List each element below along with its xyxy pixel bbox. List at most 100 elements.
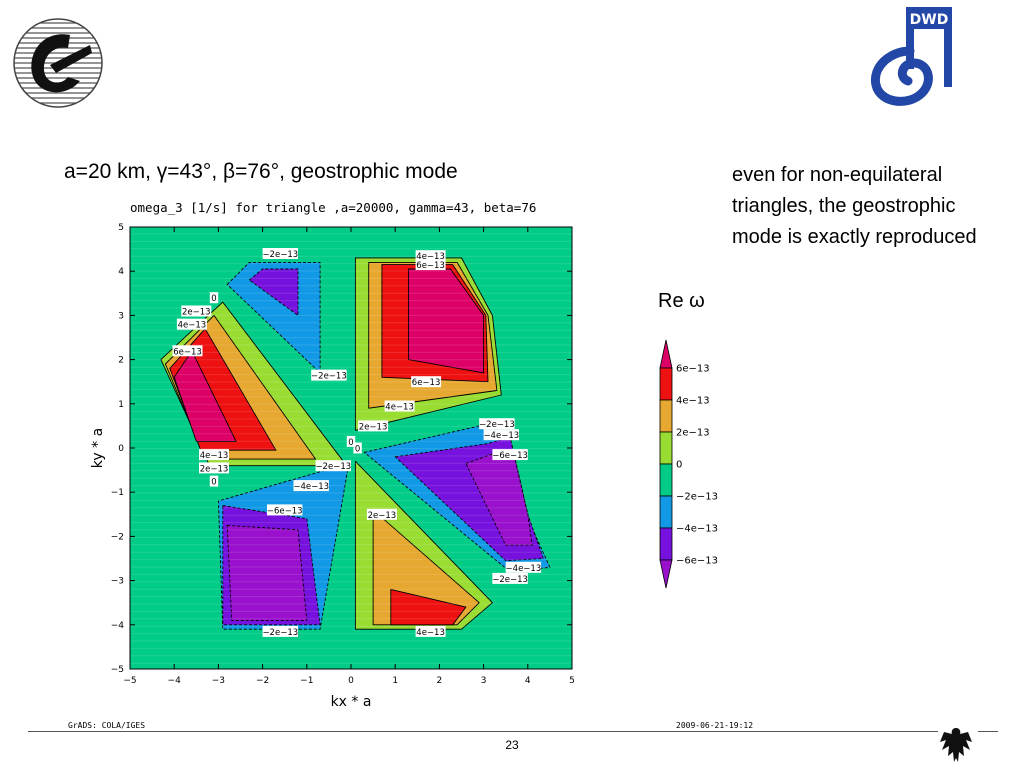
contour-label-box [483, 429, 519, 441]
contour-label-box [176, 318, 207, 330]
footer-divider-right [978, 731, 998, 732]
contour-label-box [311, 369, 347, 381]
contour-label-box [358, 420, 389, 432]
contour-label-text: 0 [211, 478, 216, 488]
contour-label: 2e−13 [366, 508, 397, 521]
federal-eagle-icon [940, 728, 972, 762]
contour-label: −2e−13 [311, 369, 347, 382]
x-tick-label: 4 [525, 676, 531, 686]
y-tick-label: 5 [118, 223, 124, 233]
contour-label-box [267, 504, 303, 516]
contour-label: −6e−13 [267, 504, 303, 516]
y-tick-label: −4 [111, 621, 125, 631]
colorbar-label: 0 [676, 460, 682, 471]
contour-label-box [415, 259, 446, 271]
contour-label-text: 4e−13 [200, 451, 229, 461]
contour-label: 4e−13 [415, 250, 446, 262]
contour-label-text: −4e−13 [483, 431, 519, 441]
axis-ticks: −5 −4 −3 −2 −1 0 1 2 3 4 5 −5 −4 −3 −2 −1 0 1 2 3 4 5 [111, 223, 575, 686]
contour-label-text: 2e−13 [368, 511, 397, 521]
contour-label-text: −2e−13 [315, 462, 351, 472]
contour-label: 2e−13 [358, 420, 389, 432]
contour-label-box [293, 480, 329, 492]
contour-label-text: −2e−13 [479, 420, 515, 430]
dwd-logo-icon: DWD [871, 7, 952, 106]
contour-label-box [384, 400, 415, 412]
contour-label-text: 6e−13 [173, 347, 202, 357]
contour-label-text: −4e−13 [506, 564, 542, 574]
y-tick-label: 1 [118, 400, 124, 410]
footer-left-text: GrADS: COLA/IGES [68, 721, 146, 730]
contour-label: 6e−13 [411, 376, 442, 388]
y-tick-label: 3 [118, 311, 124, 321]
contour-label: −4e−13 [293, 480, 329, 492]
contour-label: 0 [353, 442, 362, 455]
x-tick-label: 1 [392, 676, 398, 686]
colorbar-label: −4e−13 [676, 524, 718, 535]
y-tick-label: 0 [118, 444, 124, 454]
contour-label: 4e−13 [199, 449, 229, 461]
footer-divider [28, 731, 938, 732]
y-tick-label: −2 [111, 532, 124, 542]
contour-label: −2e−13 [315, 460, 351, 472]
x-tick-label: −2 [256, 676, 269, 686]
contour-label-text: 2e−13 [359, 422, 388, 432]
contour-label-box [262, 625, 298, 637]
contour-label-text: −6e−13 [492, 451, 528, 461]
contour-label-box [479, 418, 515, 430]
contour-region-lower-right-positive-2 [390, 588, 467, 626]
y-tick-label: −3 [111, 577, 124, 587]
contour-label: −2e−13 [262, 248, 298, 260]
y-tick-label: −5 [111, 665, 124, 675]
contour-label-box [209, 292, 219, 304]
contour-label-box [172, 345, 203, 357]
colorbar-label: 2e−13 [676, 428, 710, 439]
legend-label: Re ω [658, 290, 705, 312]
colorbar-segment [659, 431, 673, 465]
contour-label-text: 4e−13 [385, 403, 414, 413]
contour-label-text: 0 [348, 438, 353, 448]
contour-label: −2e−13 [262, 625, 298, 638]
contour-label-box [411, 376, 442, 388]
contour-label-text: −2e−13 [262, 250, 298, 260]
contour-label-text: 6e−13 [416, 261, 445, 271]
contour-label-box [262, 248, 298, 259]
colorbar-top-triangle [659, 339, 673, 369]
contour-label-box [346, 435, 356, 447]
contour-label-text: 4e−13 [416, 252, 445, 262]
contour-label-box [415, 250, 446, 262]
contour-label-box [209, 475, 219, 487]
contour-label-box [505, 561, 542, 573]
x-tick-label: 0 [348, 676, 354, 686]
dwd-logo-text: DWD [910, 12, 949, 28]
contour-label-box [315, 460, 351, 472]
colorbar-label: 4e−13 [676, 396, 710, 407]
y-tick-label: 2 [118, 356, 124, 366]
contour-region-lower-left-negative-2 [226, 524, 308, 621]
footer-right-text: 2009-06-21-19:12 [676, 721, 754, 730]
contour-label-text: −2e−13 [262, 628, 298, 638]
x-axis-label: kx * a [331, 694, 372, 710]
contour-label-box [353, 442, 362, 454]
contour-label-text: 2e−13 [200, 464, 229, 474]
x-tick-label: −3 [212, 676, 225, 686]
contour-label: 0 [209, 292, 219, 304]
contour-label: −4e−13 [483, 429, 519, 441]
x-tick-label: −4 [168, 676, 182, 686]
contour-label-box [199, 449, 229, 461]
institute-logo-icon [13, 18, 103, 108]
colorbar-label: 6e−13 [676, 364, 710, 375]
contour-label-box [492, 449, 528, 461]
y-axis-label: ky * a [90, 428, 106, 468]
contour-label-text: 0 [211, 294, 216, 304]
contour-label: 0 [209, 475, 219, 488]
plot-hatching [130, 233, 572, 664]
colorbar-segment [659, 367, 673, 401]
contour-label: 4e−13 [176, 318, 207, 331]
contour-label-text: −6e−13 [267, 506, 303, 516]
colorbar-bottom-triangle [659, 559, 673, 589]
contour-label-box [366, 508, 397, 520]
contour-label: 0 [346, 435, 356, 448]
contour-label: −2e−13 [492, 572, 528, 585]
